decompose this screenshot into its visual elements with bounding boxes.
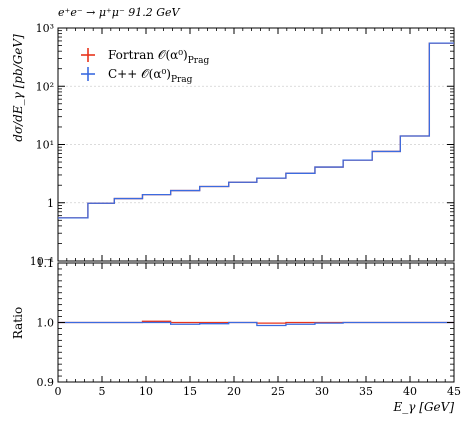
chart-title: e⁺e⁻ → μ⁺μ⁻ 91.2 GeV (58, 6, 181, 19)
y-tick-label: 1 (47, 197, 54, 210)
y-tick-label: 10⁻¹ (30, 255, 54, 268)
x-tick-label: 45 (447, 385, 461, 398)
legend-label-1: C++ 𝒪(α⁰)Prag (108, 67, 193, 85)
ratio-series-line-1 (58, 321, 454, 327)
x-tick-label: 20 (227, 385, 241, 398)
ratio-series-layer (58, 320, 454, 327)
x-tick-label: 0 (55, 385, 62, 398)
main-axis-ticks: 10⁻¹ 1 10¹ 10² 10³ (30, 22, 455, 268)
x-tick-label: 25 (271, 385, 285, 398)
ratio-y-tick-label: 1.1 (37, 257, 55, 270)
main-series-line-1 (58, 42, 454, 219)
x-tick-label: 5 (99, 385, 106, 398)
x-tick-label: 40 (403, 385, 417, 398)
legend-label-0: Fortran 𝒪(α⁰)Prag (108, 48, 209, 66)
x-axis-label: E_γ [GeV] (393, 400, 455, 414)
main-series-layer (58, 42, 454, 219)
ratio-y-tick-label: 1.0 (37, 317, 55, 330)
main-grid (58, 85, 454, 204)
y-axis-label-ratio: Ratio (11, 307, 25, 339)
x-tick-label: 35 (359, 385, 373, 398)
x-tick-label: 10 (139, 385, 153, 398)
x-tick-label: 30 (315, 385, 329, 398)
ratio-y-tick-label: 0.9 (37, 376, 55, 389)
y-tick-label: 10² (36, 80, 54, 93)
y-tick-label: 10¹ (36, 139, 54, 152)
x-tick-label: 15 (183, 385, 197, 398)
y-axis-label-main: dσ/dE_γ [pb/GeV] (11, 34, 25, 142)
y-tick-label: 10³ (36, 22, 54, 35)
ratio-axis-ticks: 0 5 10 15 20 25 30 35 40 45 0.9 1.0 1.1 (37, 257, 462, 398)
